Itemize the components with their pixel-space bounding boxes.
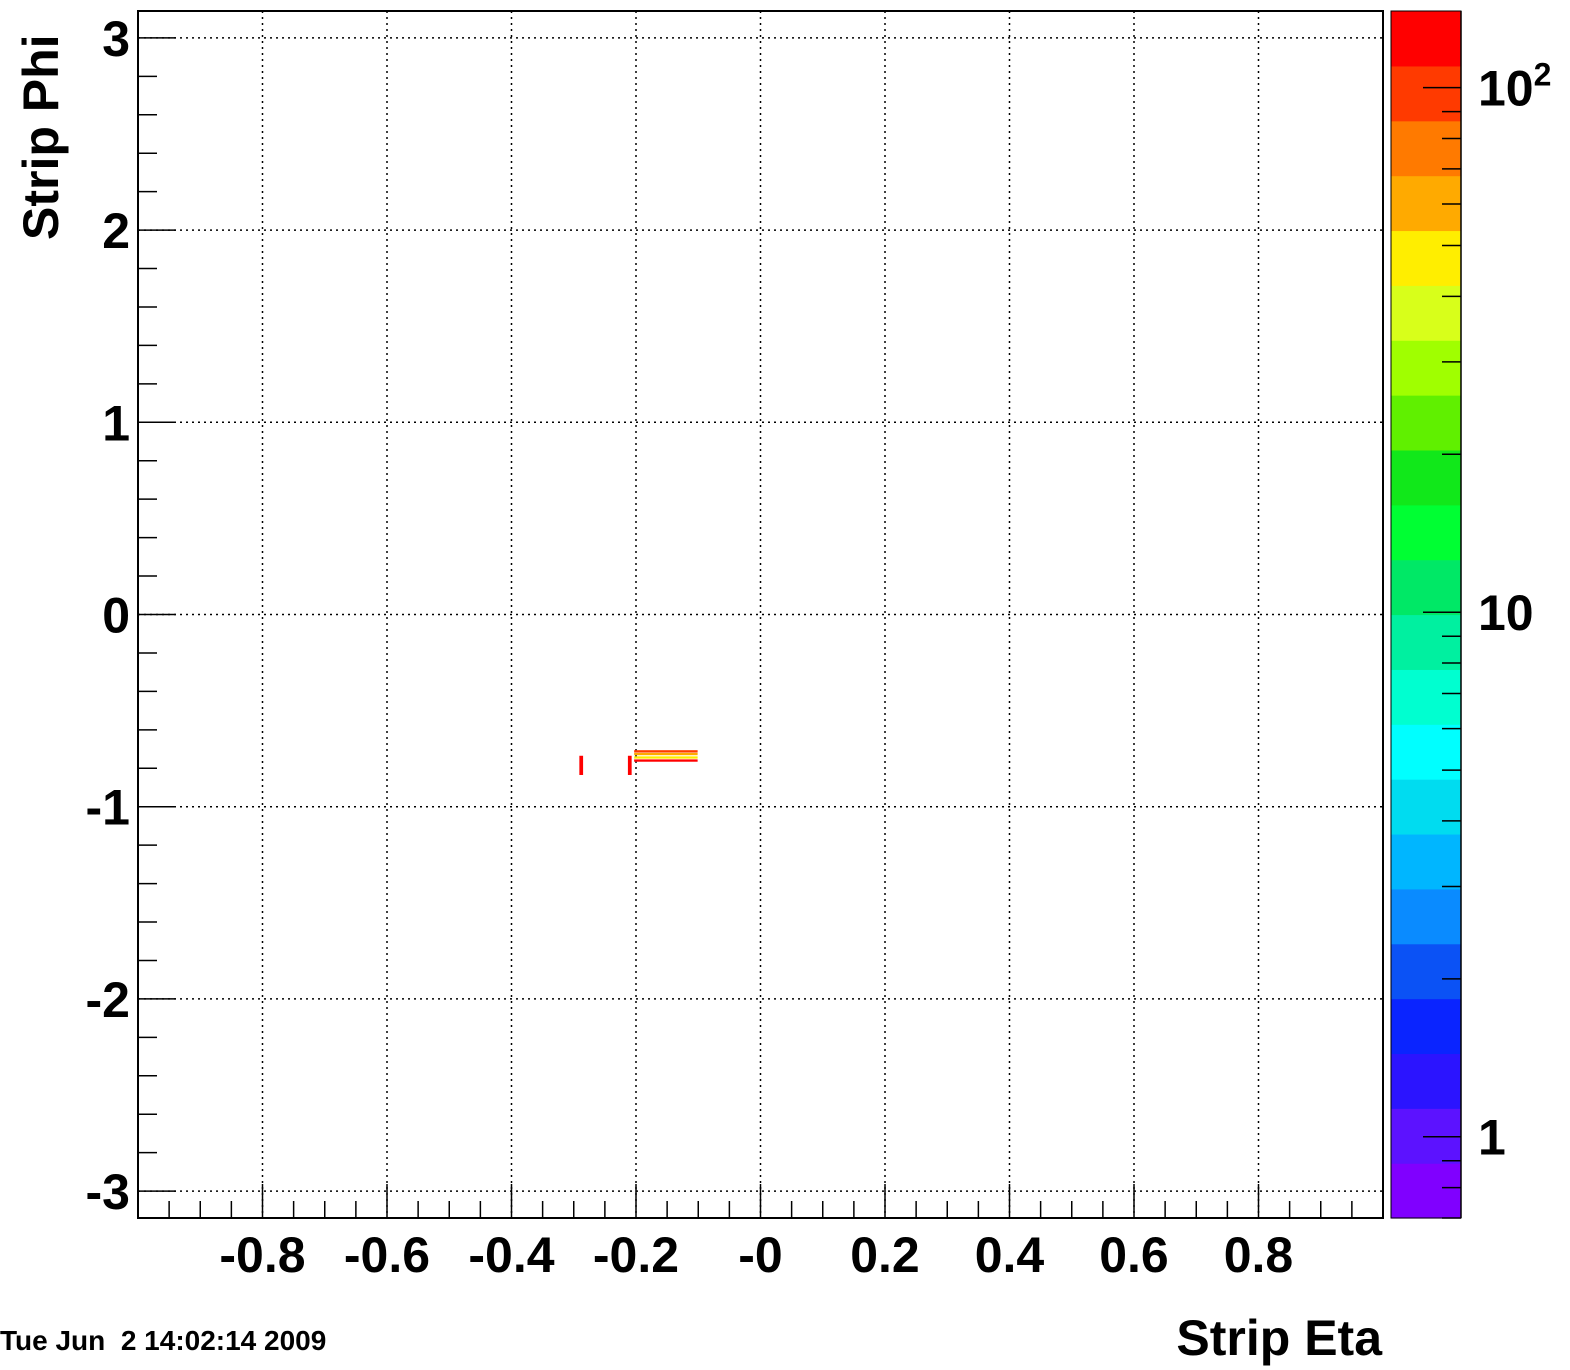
palette-swatch	[1391, 340, 1461, 396]
palette-swatch	[1391, 504, 1461, 561]
x-axis: -0.8 -0.6 -0.4 -0.2 -0 0.2 0.4 0.6 0.8	[168, 1184, 1353, 1283]
data-cell	[634, 752, 698, 756]
x-tick-label: 0.2	[850, 1227, 920, 1283]
data-cell	[634, 750, 698, 753]
data-cell	[627, 755, 632, 775]
palette-swatch	[1391, 285, 1461, 341]
grid-lines	[138, 11, 1383, 1218]
palette-swatch	[1391, 614, 1461, 670]
y-tick-label: 0	[102, 588, 130, 644]
palette-tick-label: 1	[1478, 1110, 1506, 1166]
palette-swatch	[1391, 888, 1461, 945]
palette-swatch	[1391, 449, 1461, 506]
palette-swatch	[1391, 120, 1461, 177]
x-tick-label: -0.6	[344, 1227, 430, 1283]
palette-swatch	[1391, 559, 1461, 616]
palette-swatch	[1391, 230, 1461, 286]
x-tick-label: -0.4	[468, 1227, 554, 1283]
palette-swatch	[1391, 943, 1461, 1000]
palette-swatch	[1391, 1053, 1461, 1109]
palette-swatch	[1391, 1163, 1461, 1219]
palette-tick-label: 102	[1478, 57, 1551, 117]
palette-tick-exponent: 2	[1534, 57, 1552, 93]
y-axis-title: Strip Phi	[13, 34, 69, 240]
palette-swatch	[1391, 65, 1461, 122]
data-cell	[634, 756, 698, 759]
y-tick-label: 3	[102, 11, 130, 67]
data-cells	[579, 750, 698, 775]
palette-tick-base: 10	[1478, 61, 1534, 117]
y-axis: 3 2 1 0 -1 -2 -3	[86, 11, 176, 1220]
palette-tick-base: 1	[1478, 1110, 1506, 1166]
x-tick-label: -0.2	[593, 1227, 679, 1283]
data-cell	[579, 755, 584, 775]
x-tick-label: 0.8	[1224, 1227, 1294, 1283]
palette-swatch	[1391, 779, 1461, 835]
palette-swatch	[1391, 11, 1461, 67]
y-tick-label: -2	[86, 972, 130, 1028]
x-axis-title: Strip Eta	[1176, 1310, 1383, 1366]
palette-swatch	[1391, 669, 1461, 725]
palette-swatch	[1391, 395, 1461, 451]
x-tick-label: 0.6	[1099, 1227, 1169, 1283]
palette-tick-base: 10	[1478, 585, 1534, 641]
palette-swatch	[1391, 724, 1461, 780]
y-tick-label: -3	[86, 1164, 130, 1220]
x-tick-label: 0.4	[975, 1227, 1045, 1283]
x-tick-label: -0	[738, 1227, 782, 1283]
y-tick-label: 2	[102, 203, 130, 259]
palette-swatch	[1391, 833, 1461, 890]
timestamp: Tue Jun 2 14:02:14 2009	[0, 1325, 327, 1356]
y-tick-label: 1	[102, 395, 130, 451]
palette-swatch	[1391, 998, 1461, 1055]
y-tick-label: -1	[86, 780, 130, 836]
color-palette-bar	[1390, 10, 1462, 1219]
data-cell	[634, 759, 698, 762]
x-tick-label: -0.8	[219, 1227, 305, 1283]
palette-tick-label: 10	[1478, 585, 1534, 641]
